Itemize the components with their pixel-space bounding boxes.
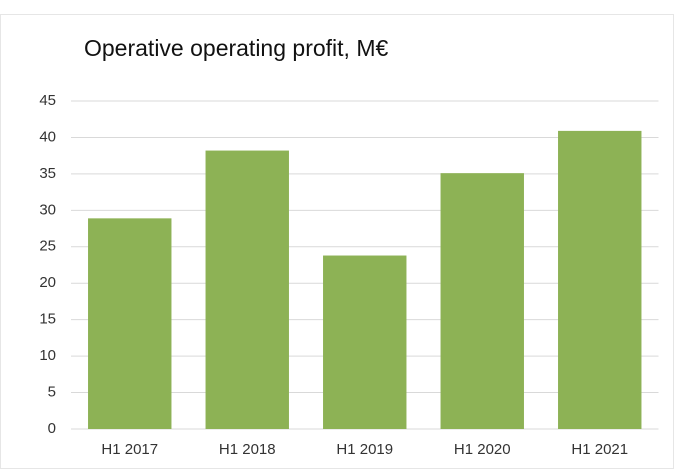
bar [88,218,172,429]
bar [323,255,407,429]
x-tick-label: H1 2020 [454,441,511,458]
y-tick-label: 35 [39,165,56,182]
bar [440,173,524,429]
y-tick-label: 5 [48,384,56,401]
bar [205,150,289,429]
y-tick-label: 10 [39,347,56,364]
y-tick-label: 45 [39,92,56,109]
y-tick-label: 30 [39,201,56,218]
y-tick-label: 25 [39,238,56,255]
y-tick-label: 40 [39,128,56,145]
y-tick-label: 20 [39,274,56,291]
x-tick-label: H1 2018 [219,441,276,458]
x-tick-label: H1 2019 [336,441,393,458]
bar [558,130,642,429]
chart-title: Operative operating profit, M€ [84,35,388,61]
y-tick-label: 0 [48,420,56,437]
y-tick-label: 15 [39,311,56,328]
x-tick-label: H1 2017 [101,441,158,458]
x-tick-label: H1 2021 [571,441,628,458]
